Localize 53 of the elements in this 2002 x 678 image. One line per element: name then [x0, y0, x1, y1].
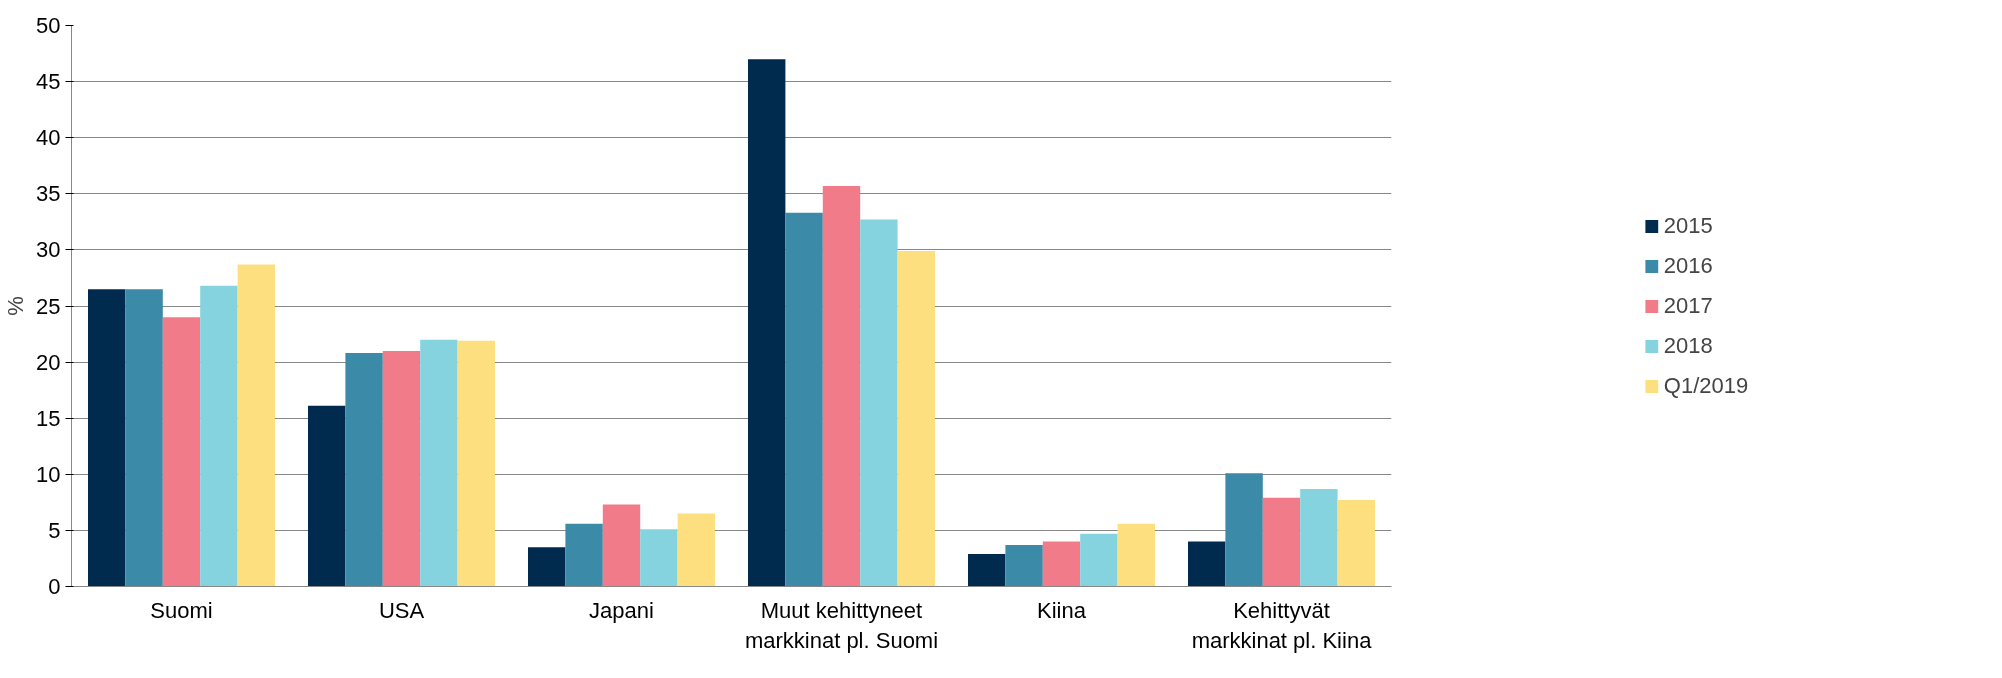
legend-label: Q1/2019	[1663, 372, 1749, 399]
bar	[382, 350, 421, 587]
bar	[748, 59, 786, 587]
bar	[860, 219, 898, 587]
bar	[88, 289, 126, 587]
bar	[308, 405, 346, 587]
bar	[1080, 533, 1118, 587]
bar	[457, 340, 495, 587]
bar	[677, 513, 715, 587]
bar	[1188, 541, 1226, 587]
x-tick-label: Kehittyvät markkinat pl. Kiina	[1191, 597, 1373, 653]
bar	[1262, 497, 1301, 587]
x-tick-label: Suomi	[150, 597, 213, 623]
x-tick-label: USA	[378, 597, 425, 623]
bar	[237, 264, 275, 587]
y-tick-label: 40	[36, 125, 61, 151]
legend-label: 2018	[1663, 332, 1713, 359]
bar	[1300, 488, 1338, 587]
legend-label: 2016	[1663, 252, 1713, 279]
bar	[565, 523, 603, 587]
legend-label: 2017	[1663, 292, 1713, 319]
bar	[1042, 541, 1081, 587]
bar	[1337, 500, 1375, 587]
y-tick-label: 45	[36, 69, 61, 95]
y-tick-label: 20	[36, 349, 61, 375]
x-tick-label: Muut kehittyneet markkinat pl. Suomi	[744, 597, 939, 653]
bar	[528, 547, 566, 587]
y-axis-title: %	[3, 296, 29, 316]
x-tick-label: Kiina	[1037, 597, 1087, 623]
y-tick-label: 5	[48, 517, 61, 543]
legend-label: 2015	[1663, 212, 1713, 239]
bar	[1117, 523, 1155, 587]
bar	[125, 289, 163, 587]
bar	[785, 212, 823, 587]
bar	[897, 251, 935, 587]
y-tick-label: 50	[36, 13, 61, 38]
bar	[200, 285, 238, 587]
y-tick-label: 25	[36, 293, 61, 319]
y-tick-label: 0	[48, 574, 61, 599]
bar	[640, 529, 678, 587]
bar	[162, 317, 201, 587]
bar	[1005, 544, 1043, 587]
y-tick-label: 35	[36, 181, 61, 207]
bar	[602, 504, 641, 587]
y-tick-label: 15	[36, 405, 61, 431]
bar	[420, 339, 458, 587]
bar	[968, 553, 1006, 587]
bar	[822, 185, 861, 587]
y-tick-label: 10	[36, 461, 61, 487]
x-tick-label: Japani	[589, 597, 654, 623]
bar	[345, 353, 383, 587]
y-tick-label: 30	[36, 237, 61, 263]
bar	[1225, 473, 1263, 587]
